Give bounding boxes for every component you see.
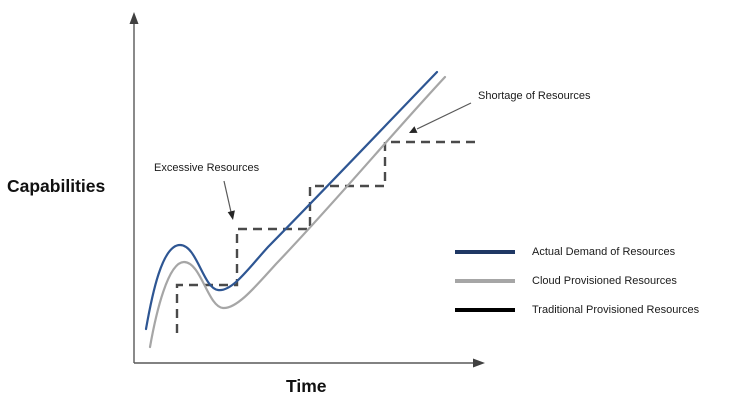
legend-swatch-cloud-provisioned	[455, 279, 515, 283]
legend-item-traditional-provisioned: Traditional Provisioned Resources	[455, 303, 699, 317]
x-axis-label: Time	[286, 376, 327, 396]
y-axis-label: Capabilities	[7, 176, 106, 196]
legend-item-cloud-provisioned: Cloud Provisioned Resources	[455, 274, 699, 288]
legend-item-actual-demand: Actual Demand of Resources	[455, 245, 699, 259]
legend-swatch-actual-demand	[455, 250, 515, 254]
legend: Actual Demand of Resources Cloud Provisi…	[455, 245, 699, 332]
annotation-shortage-of-resources: Shortage of Resources	[478, 90, 591, 102]
legend-swatch-traditional-provisioned	[455, 308, 515, 312]
traditional-provisioned-step-line	[175, 140, 481, 333]
shortage-of-resources-arrow-line	[416, 102, 472, 130]
actual-demand-curve	[144, 70, 439, 331]
y-axis-arrowhead-icon	[129, 12, 139, 24]
shortage-of-resources-arrowhead-icon	[409, 126, 418, 133]
excessive-resources-arrow-line	[223, 180, 232, 213]
legend-label-cloud-provisioned: Cloud Provisioned Resources	[532, 275, 677, 287]
legend-label-traditional-provisioned: Traditional Provisioned Resources	[532, 304, 700, 316]
legend-label-actual-demand: Actual Demand of Resources	[532, 246, 676, 258]
x-axis-arrowhead-icon	[473, 358, 485, 368]
annotation-excessive-resources: Excessive Resources	[154, 162, 260, 174]
cloud-provisioned-curve	[148, 75, 447, 349]
excessive-resources-arrowhead-icon	[227, 210, 235, 220]
